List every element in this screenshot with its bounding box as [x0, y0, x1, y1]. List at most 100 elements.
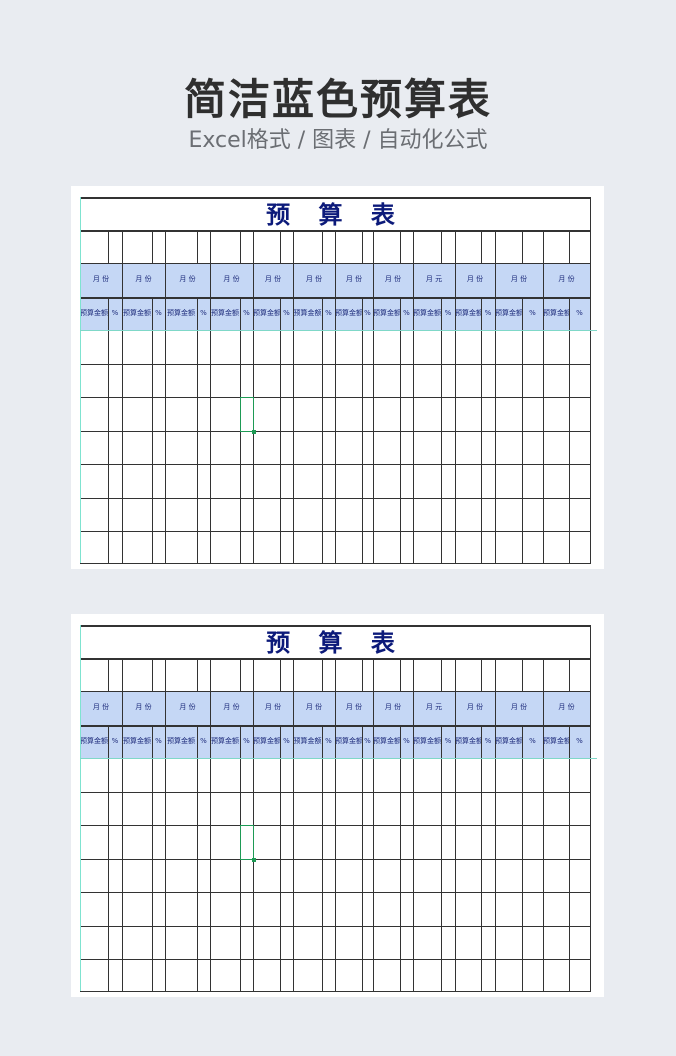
percent-header[interactable]: %	[529, 309, 536, 317]
budget-amount-header[interactable]: 预算金额	[293, 309, 322, 317]
column-line	[165, 230, 166, 563]
percent-header[interactable]: %	[243, 309, 250, 317]
percent-header[interactable]: %	[364, 737, 371, 745]
month-header[interactable]: 月 份	[466, 275, 484, 283]
table-row[interactable]	[80, 464, 591, 498]
month-header[interactable]: 月 份	[384, 703, 402, 711]
month-header[interactable]: 月 份	[384, 275, 402, 283]
budget-amount-header[interactable]: 预算金额	[253, 309, 280, 317]
percent-header[interactable]: %	[111, 309, 119, 317]
table-row[interactable]	[80, 397, 591, 431]
budget-amount-header[interactable]: 预算金额	[211, 309, 239, 317]
budget-amount-header[interactable]: 预算金额	[80, 309, 108, 317]
percent-header[interactable]: %	[111, 737, 119, 745]
percent-header[interactable]: %	[155, 309, 162, 317]
budget-amount-header[interactable]: 预算金额	[455, 737, 481, 745]
percent-header[interactable]: %	[200, 309, 207, 317]
percent-header[interactable]: %	[155, 737, 162, 745]
budget-amount-header[interactable]: 预算金额	[373, 737, 400, 745]
budget-amount-header[interactable]: 预算金额	[123, 309, 151, 317]
percent-header[interactable]: %	[283, 309, 290, 317]
column-line	[455, 658, 456, 991]
percent-header[interactable]: %	[243, 737, 250, 745]
column-line	[543, 658, 544, 991]
budget-amount-header[interactable]: 预算金额	[211, 737, 239, 745]
month-header[interactable]: 月 元	[425, 703, 443, 711]
column-line	[590, 197, 591, 563]
budget-amount-header[interactable]: 预算金额	[293, 737, 322, 745]
budget-amount-header[interactable]: 预算金额	[413, 309, 441, 317]
table-row[interactable]	[80, 792, 591, 825]
table-row[interactable]	[80, 926, 591, 959]
month-header[interactable]: 月 份	[92, 275, 110, 283]
selected-cell[interactable]	[240, 397, 256, 434]
table-row[interactable]	[80, 758, 591, 792]
table-row[interactable]	[80, 825, 591, 859]
percent-header[interactable]: %	[484, 737, 492, 745]
table-row[interactable]	[80, 859, 591, 892]
percent-header[interactable]: %	[403, 737, 410, 745]
row-line	[80, 991, 591, 992]
percent-header[interactable]: %	[403, 309, 410, 317]
month-header[interactable]: 月 份	[135, 275, 152, 283]
percent-header[interactable]: %	[576, 309, 583, 317]
budget-amount-header[interactable]: 预算金额	[123, 737, 151, 745]
table-row[interactable]	[80, 531, 591, 563]
budget-amount-header[interactable]: 预算金额	[413, 737, 441, 745]
percent-header[interactable]: %	[325, 309, 332, 317]
month-header[interactable]: 月 份	[510, 275, 528, 283]
table-row[interactable]	[80, 959, 591, 991]
table-row[interactable]	[80, 330, 591, 364]
budget-amount-header[interactable]: 预算金额	[495, 737, 522, 745]
month-header[interactable]: 月 份	[510, 703, 528, 711]
budget-amount-header[interactable]: 预算金额	[80, 737, 108, 745]
budget-amount-header[interactable]: 预算金额	[455, 309, 481, 317]
month-header[interactable]: 月 份	[305, 703, 323, 711]
month-header[interactable]: 月 份	[345, 703, 363, 711]
budget-amount-header[interactable]: 预算金额	[167, 309, 195, 317]
budget-amount-header[interactable]: 预算金额	[253, 737, 280, 745]
month-header[interactable]: 月 份	[466, 703, 484, 711]
budget-amount-header[interactable]: 预算金额	[373, 309, 400, 317]
percent-header[interactable]: %	[444, 737, 452, 745]
table-row[interactable]	[80, 892, 591, 926]
column-line	[569, 725, 570, 991]
budget-amount-header[interactable]: 预算金额	[335, 737, 362, 745]
column-line	[122, 230, 123, 563]
month-header[interactable]: 月 份	[135, 703, 152, 711]
budget-amount-header[interactable]: 预算金额	[167, 737, 195, 745]
month-header[interactable]: 月 份	[92, 703, 110, 711]
column-line	[400, 658, 401, 691]
budget-amount-header[interactable]: 预算金额	[495, 309, 522, 317]
column-line	[455, 230, 456, 563]
table-row[interactable]	[80, 364, 591, 397]
column-line	[108, 297, 109, 563]
month-header[interactable]: 月 元	[425, 275, 443, 283]
month-header[interactable]: 月 份	[264, 703, 282, 711]
month-header[interactable]: 月 份	[345, 275, 363, 283]
month-header[interactable]: 月 份	[179, 703, 196, 711]
percent-header[interactable]: %	[576, 737, 583, 745]
month-header[interactable]: 月 份	[558, 703, 575, 711]
budget-amount-header[interactable]: 预算金额	[335, 309, 362, 317]
table-row[interactable]	[80, 431, 591, 464]
budget-amount-header[interactable]: 预算金额	[543, 737, 569, 745]
percent-header[interactable]: %	[529, 737, 536, 745]
percent-header[interactable]: %	[364, 309, 371, 317]
percent-header[interactable]: %	[484, 309, 492, 317]
month-header[interactable]: 月 份	[179, 275, 196, 283]
percent-header[interactable]: %	[444, 309, 452, 317]
table-row[interactable]	[80, 498, 591, 531]
month-header[interactable]: 月 份	[223, 703, 240, 711]
percent-header[interactable]: %	[200, 737, 207, 745]
budget-amount-header[interactable]: 预算金额	[543, 309, 569, 317]
month-header[interactable]: 月 份	[264, 275, 282, 283]
percent-header[interactable]: %	[325, 737, 332, 745]
month-header[interactable]: 月 份	[305, 275, 323, 283]
percent-header[interactable]: %	[283, 737, 290, 745]
selected-cell[interactable]	[240, 825, 256, 862]
freeze-line	[80, 330, 597, 331]
column-line	[481, 658, 482, 691]
month-header[interactable]: 月 份	[223, 275, 240, 283]
month-header[interactable]: 月 份	[558, 275, 575, 283]
